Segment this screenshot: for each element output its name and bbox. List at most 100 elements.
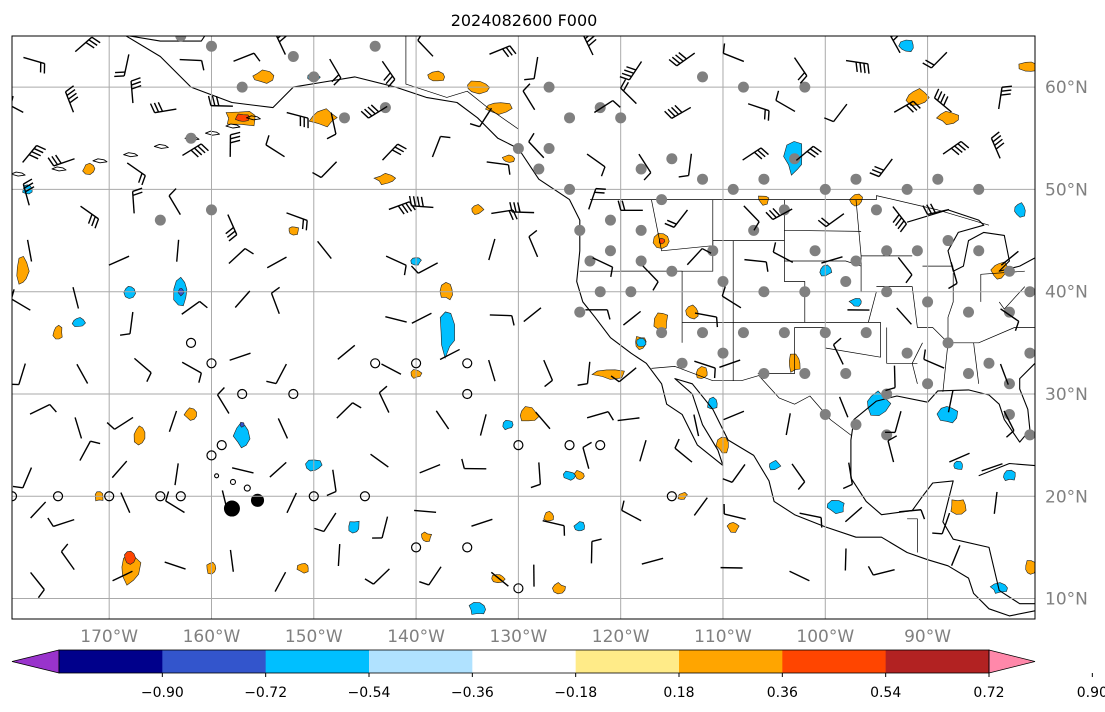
wind-barb (336, 402, 362, 419)
wind-barb (489, 45, 517, 58)
wind-barb (72, 287, 80, 309)
wind-barb (60, 543, 75, 571)
us-mexico-border (651, 366, 853, 437)
wind-barb (114, 54, 130, 78)
wind-barb (765, 207, 793, 221)
colorbar-tick-label: −0.90 (141, 685, 184, 701)
wind-barb (686, 247, 712, 266)
wind-barb (286, 492, 298, 514)
wind-barb (509, 201, 535, 214)
longitude-label: 100°W (796, 627, 854, 647)
wind-barb (583, 36, 597, 56)
wind-barb (488, 238, 496, 261)
calm-wind-ring (462, 542, 473, 553)
station-dot (850, 419, 862, 431)
wind-barb (719, 359, 741, 368)
wind-barb (461, 458, 487, 470)
lat-lon-gridlines (12, 36, 1035, 619)
station-dot (604, 214, 616, 226)
anomaly-contour (950, 499, 967, 515)
wind-barb (723, 504, 746, 520)
longitude-label: 140°W (387, 627, 445, 647)
station-dot (1003, 306, 1015, 318)
station-dot (737, 81, 749, 93)
station-dot (799, 81, 811, 93)
wind-barb (990, 131, 1005, 159)
anomaly-contour (1025, 560, 1035, 575)
anomaly-contour (296, 563, 309, 574)
anomaly-contour (562, 470, 576, 481)
wind-barb (47, 154, 75, 167)
wind-barb (12, 289, 31, 311)
anomaly-contour (439, 282, 453, 301)
anomaly-contour (239, 421, 245, 428)
anomaly-contour (439, 311, 455, 360)
state-line (651, 199, 714, 252)
calm-wind-ring (462, 358, 473, 369)
station-dot (697, 327, 709, 339)
calm-wind-ring (462, 388, 473, 400)
wind-barb (337, 344, 356, 360)
calm-wind-ring (185, 337, 197, 348)
station-dot (697, 173, 709, 185)
station-dot (625, 286, 637, 298)
wind-barb (479, 414, 487, 436)
colorbar-segment (369, 650, 473, 673)
wind-barb (207, 95, 233, 107)
station-dot (758, 173, 770, 185)
wind-barb (869, 158, 893, 178)
anomaly-contour (573, 521, 585, 532)
aleutian-island (245, 115, 261, 121)
station-dot (1024, 286, 1035, 298)
wind-barb (1000, 308, 1020, 331)
map-frame (11, 35, 1036, 620)
wind-barb (12, 467, 33, 489)
station-dot (512, 143, 524, 155)
wind-barb (641, 557, 664, 565)
latitude-label: 30°N (1045, 385, 1088, 405)
colorbar-outline (58, 649, 990, 674)
anomaly-contour (685, 304, 699, 320)
calm-wind-ring (595, 440, 606, 451)
wind-barb (950, 545, 961, 566)
station-dot (932, 173, 944, 185)
wind-barb (79, 440, 101, 461)
wind-barb (126, 162, 146, 186)
wind-barb (678, 153, 693, 178)
wind-barb (234, 290, 251, 308)
anomaly-contour (348, 520, 360, 534)
longitude-label: 120°W (592, 627, 650, 647)
station-dot (287, 50, 299, 62)
wind-barb (265, 135, 285, 158)
wind-barb (286, 111, 309, 129)
wind-barb (885, 365, 896, 392)
station-dot (922, 378, 934, 390)
station-dot (615, 112, 627, 124)
wind-barb (588, 187, 606, 210)
station-dot (666, 265, 678, 277)
anomaly-contour (848, 298, 862, 307)
station-dot (881, 245, 893, 257)
wind-barb (112, 570, 133, 582)
station-dot (922, 296, 934, 308)
station-dot (778, 204, 790, 216)
wind-barb (530, 462, 542, 489)
wind-barb (832, 337, 844, 365)
wind-barb (1000, 250, 1019, 266)
station-dot (901, 183, 913, 195)
anomaly-contour (52, 324, 63, 340)
anomaly-contour (373, 172, 397, 186)
wind-barb (621, 500, 642, 522)
station-dot (584, 255, 596, 267)
wind-barb (585, 309, 611, 320)
station-dot (840, 368, 852, 380)
wind-barb (897, 257, 913, 284)
wind-barb (168, 188, 181, 215)
station-dot (819, 183, 831, 195)
colorbar-extend-low (11, 649, 60, 674)
wind-barb (867, 565, 895, 576)
wind-barb (270, 286, 281, 314)
wind-barb (523, 307, 542, 323)
wind-barb (638, 153, 652, 181)
